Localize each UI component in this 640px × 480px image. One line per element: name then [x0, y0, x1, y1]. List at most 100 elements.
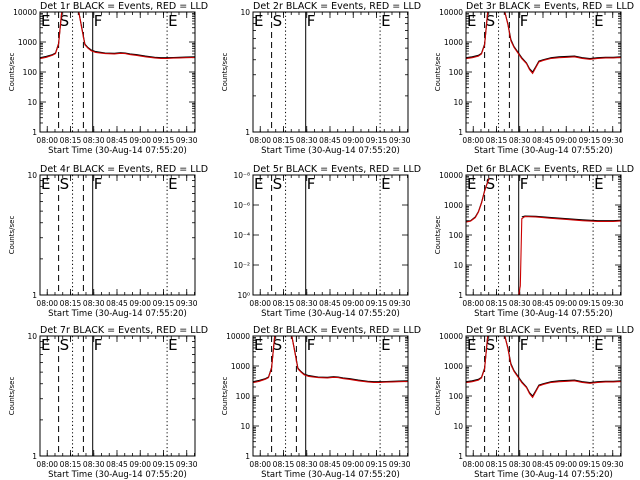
y-axis-label: Counts/sec	[434, 216, 442, 255]
panel-det-9: Det 9r BLACK = Events, RED = LLD 1 10 100 10…	[434, 325, 634, 480]
x-tick-label: 08:30	[296, 460, 318, 469]
event-marker-label: E	[381, 12, 390, 30]
y-tick-label: 10	[453, 98, 463, 107]
x-tick-label: 09:15	[579, 460, 601, 469]
x-tick-label: 09:00	[129, 460, 151, 469]
x-axis-label: Start Time (30-Aug-14 07:55:20)	[48, 470, 187, 480]
x-tick-label: 08:00	[36, 299, 58, 308]
y-tick-label: 1	[245, 452, 250, 461]
event-marker-label: F	[307, 12, 316, 30]
plot-frame	[252, 335, 409, 457]
y-tick-label: 10	[27, 332, 37, 341]
event-marker-label: S	[486, 12, 496, 30]
x-tick-label: 09:30	[602, 299, 624, 308]
x-tick-label: 08:00	[249, 460, 271, 469]
y-tick-label: 1000	[231, 362, 250, 371]
x-tick-label: 09:00	[342, 136, 364, 145]
plot-frame	[252, 174, 409, 296]
x-tick-label: 08:45	[319, 299, 341, 308]
event-marker-label: F	[520, 336, 529, 354]
y-tick-label: 10000	[439, 8, 463, 17]
y-tick-label: 10⁰	[237, 291, 250, 300]
y-tick-label: 10	[240, 422, 250, 431]
event-marker-label: F	[307, 175, 316, 193]
x-tick-label: 09:00	[342, 299, 364, 308]
x-tick-label: 09:00	[129, 299, 151, 308]
event-marker-label: E	[467, 336, 476, 354]
y-axis-label: Counts/sec	[434, 377, 442, 416]
x-tick-label: 09:15	[366, 460, 388, 469]
event-marker-label: E	[381, 336, 390, 354]
x-tick-label: 08:30	[296, 299, 318, 308]
x-axis-label: Start Time (30-Aug-14 07:55:20)	[474, 146, 613, 156]
x-axis-label: Start Time (30-Aug-14 07:55:20)	[261, 309, 400, 319]
event-marker-label: E	[381, 175, 390, 193]
y-tick-label: 100	[23, 68, 38, 77]
x-tick-label: 08:15	[486, 136, 508, 145]
y-tick-label: 10	[240, 8, 250, 17]
y-tick-label: 100	[236, 392, 251, 401]
y-axis-label: Counts/sec	[221, 377, 229, 416]
panel-det-8: Det 8r BLACK = Events, RED = LLD 1 10 100 10…	[221, 325, 421, 480]
x-tick-label: 09:30	[602, 460, 624, 469]
y-tick-label: 10⁻²	[233, 261, 250, 270]
y-tick-label: 1	[32, 291, 37, 300]
y-tick-label: 100	[449, 68, 464, 77]
plot-frame	[465, 11, 622, 133]
y-tick-label: 10000	[13, 8, 37, 17]
x-tick-label: 08:30	[509, 136, 531, 145]
y-tick-label: 1	[458, 452, 463, 461]
x-tick-label: 08:45	[319, 136, 341, 145]
event-marker-label: F	[94, 175, 103, 193]
event-marker-label: E	[168, 336, 177, 354]
event-marker-label: E	[594, 175, 603, 193]
y-tick-label: 10⁻⁸	[233, 171, 250, 180]
x-tick-label: 08:30	[296, 136, 318, 145]
x-tick-label: 09:00	[129, 136, 151, 145]
y-tick-label: 10000	[439, 332, 463, 341]
event-marker-label: S	[486, 336, 496, 354]
x-tick-label: 09:15	[366, 299, 388, 308]
x-tick-label: 08:15	[60, 299, 82, 308]
x-tick-label: 08:00	[249, 299, 271, 308]
event-marker-label: E	[254, 12, 263, 30]
panel-det-1: Det 1r BLACK = Events, RED = LLD 1 10 100 10…	[8, 1, 208, 156]
lld-series-line	[518, 216, 621, 295]
x-tick-label: 09:15	[579, 136, 601, 145]
y-tick-label: 1	[458, 291, 463, 300]
x-tick-label: 08:00	[462, 136, 484, 145]
x-tick-label: 09:15	[366, 136, 388, 145]
event-marker-label: E	[254, 336, 263, 354]
x-tick-label: 09:15	[579, 299, 601, 308]
plot-frame	[39, 335, 196, 457]
panel-title: Det 4r BLACK = Events, RED = LLD	[40, 164, 208, 175]
x-tick-label: 08:15	[273, 299, 295, 308]
event-marker-label: F	[307, 336, 316, 354]
x-tick-label: 08:15	[273, 136, 295, 145]
plot-frame	[39, 174, 196, 296]
lld-series-line	[253, 336, 408, 384]
event-marker-label: E	[594, 12, 603, 30]
y-tick-label: 100	[449, 392, 464, 401]
x-tick-label: 08:00	[36, 136, 58, 145]
x-tick-label: 08:15	[273, 460, 295, 469]
y-tick-label: 1000	[444, 38, 463, 47]
y-axis-label: Counts/sec	[221, 53, 229, 92]
x-tick-label: 09:30	[389, 299, 411, 308]
x-tick-label: 08:15	[60, 460, 82, 469]
x-tick-label: 09:15	[153, 460, 175, 469]
panel-title: Det 5r BLACK = Events, RED = LLD	[253, 164, 421, 175]
x-tick-label: 09:00	[555, 460, 577, 469]
x-tick-label: 08:30	[83, 136, 105, 145]
lld-series-line	[466, 177, 490, 223]
x-axis-label: Start Time (30-Aug-14 07:55:20)	[474, 309, 613, 319]
y-tick-label: 1000	[444, 362, 463, 371]
panel-det-7: Det 7r BLACK = Events, RED = LLD 1 10 08:00…	[8, 325, 208, 480]
panel-title: Det 9r BLACK = Events, RED = LLD	[466, 325, 634, 336]
plot-frame	[465, 335, 622, 457]
event-marker-label: E	[41, 175, 50, 193]
x-tick-label: 09:30	[602, 136, 624, 145]
event-marker-label: E	[254, 175, 263, 193]
panel-title: Det 3r BLACK = Events, RED = LLD	[466, 1, 634, 12]
